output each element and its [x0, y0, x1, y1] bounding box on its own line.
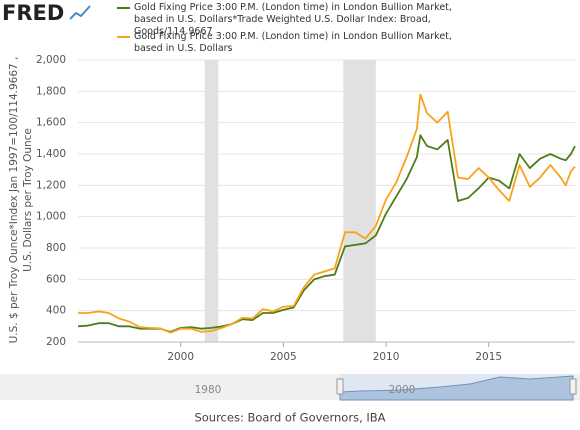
- legend-swatch: [117, 36, 130, 38]
- series-line: [78, 93, 576, 334]
- x-tick-label: 2005: [270, 351, 297, 363]
- recession-shading: [343, 60, 376, 342]
- y-axis-label: U.S. $ per Troy Ounce*Index Jan 1997=100…: [8, 57, 20, 344]
- y-tick-label: 1,400: [36, 148, 66, 160]
- y-axis-label: U.S. Dollars per Troy Ounce: [22, 128, 34, 272]
- series-line: [77, 134, 576, 333]
- navigator-label: 2000: [389, 384, 416, 396]
- y-tick-label: 200: [46, 336, 66, 348]
- navigator-handle[interactable]: [569, 378, 577, 395]
- y-tick-label: 800: [46, 242, 66, 254]
- navigator-label: 1980: [195, 384, 222, 396]
- y-tick-label: 600: [46, 273, 66, 285]
- x-tick-label: 2015: [475, 351, 502, 363]
- recession-shading: [204, 60, 219, 342]
- legend-entry[interactable]: Gold Fixing Price 3:00 P.M. (London time…: [117, 31, 464, 55]
- logo-icon: [69, 5, 91, 20]
- y-tick-label: 1,800: [36, 85, 66, 97]
- logo: FRED: [2, 1, 64, 25]
- legend-label: Gold Fixing Price 3:00 P.M. (London time…: [134, 2, 452, 37]
- x-tick-label: 2000: [167, 351, 194, 363]
- y-tick-label: 1,200: [36, 179, 66, 191]
- legend-label: Gold Fixing Price 3:00 P.M. (London time…: [134, 31, 452, 54]
- source: Sources: Board of Governors, IBA: [194, 411, 385, 425]
- x-tick-label: 2010: [373, 351, 400, 363]
- y-tick-label: 400: [46, 305, 66, 317]
- navigator-handle[interactable]: [336, 378, 344, 395]
- y-tick-label: 1,000: [36, 211, 66, 223]
- y-tick-label: 1,600: [36, 117, 66, 129]
- y-tick-label: 2,000: [36, 54, 66, 66]
- navigator-series: [339, 375, 574, 401]
- legend-swatch: [117, 7, 130, 9]
- legend-entry[interactable]: Gold Fixing Price 3:00 P.M. (London time…: [117, 2, 464, 38]
